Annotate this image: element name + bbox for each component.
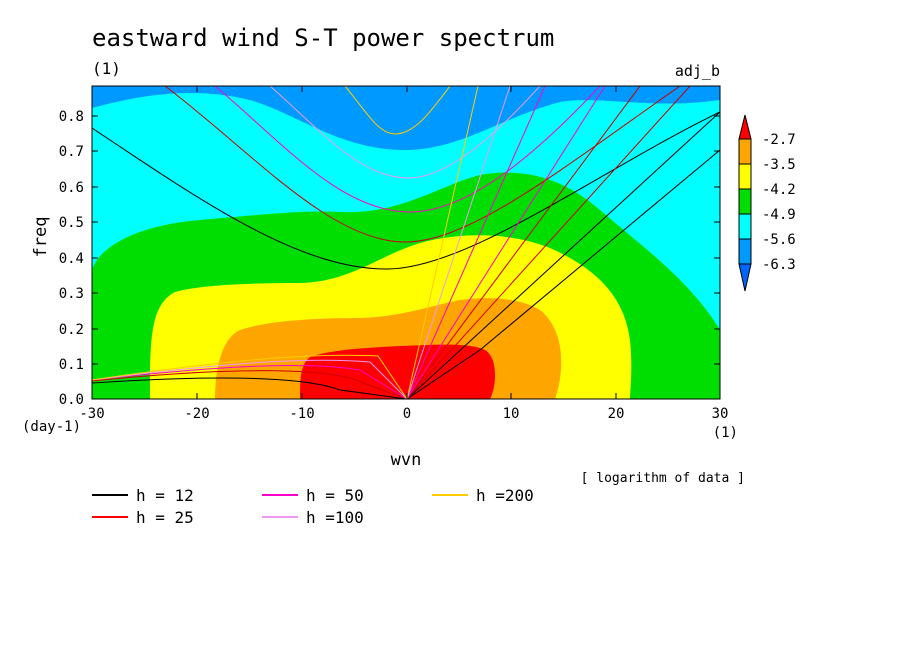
colorbar-label: -2.7 <box>762 132 796 148</box>
curve-h100-kelvin <box>406 86 511 399</box>
curve-h200-kelvin <box>406 86 479 399</box>
x-tick-label: 30 <box>712 406 729 422</box>
y-tick-label: 0.2 <box>59 322 84 338</box>
colorbar-labels: -2.7 -3.5 -4.2 -4.9 -5.6 -6.3 <box>762 132 796 273</box>
curve-h100-inertia-gravity <box>269 86 541 179</box>
plot-frame <box>91 85 721 400</box>
colorbar-label: -4.2 <box>762 182 796 198</box>
y-tick-label: 0.5 <box>59 215 84 231</box>
curve-h50-inertia-gravity <box>214 86 601 213</box>
curve-h12-inertia-gravity <box>92 111 720 270</box>
colorbar-box <box>738 213 752 240</box>
curve-h25-kelvin-2 <box>406 86 641 399</box>
chart-title: eastward wind S-T power spectrum <box>92 24 554 52</box>
contour-fill <box>92 86 720 399</box>
y-tick-label: 0.8 <box>59 109 84 125</box>
title-unit: (1) <box>92 59 121 78</box>
y-tick-label: 0.4 <box>59 251 84 267</box>
y-tick-label: 0.6 <box>59 180 84 196</box>
y-tick-label: 0.7 <box>59 144 84 160</box>
legend-label: h = 25 <box>136 508 194 527</box>
colorbar-box <box>738 138 752 165</box>
curve-h25-rossby <box>92 370 408 399</box>
curve-h12-kelvin-upper <box>406 111 720 399</box>
colorbar-top-arrow <box>738 114 752 140</box>
curve-h25-kelvin <box>406 86 691 399</box>
colorbar-label: -4.9 <box>762 207 796 223</box>
curve-h50-kelvin-2 <box>406 86 546 399</box>
curve-h25-inertia-gravity <box>164 86 681 243</box>
x-tick-label: 10 <box>503 406 520 422</box>
y-tick-label: 0.1 <box>59 357 84 373</box>
y-tick-label: 0.0 <box>59 392 84 408</box>
curve-h50-kelvin <box>406 86 606 399</box>
y-tick-label: 0.3 <box>59 286 84 302</box>
colorbar-box <box>738 238 752 265</box>
legend-label: h = 50 <box>306 486 364 505</box>
curve-h200-rossby <box>92 354 408 399</box>
x-tick-label: -30 <box>79 406 104 422</box>
dispersion-curves <box>92 86 720 399</box>
curve-h100-rossby <box>92 359 408 399</box>
curve-h200-inertia-gravity <box>344 86 451 135</box>
colorbar-label: -5.6 <box>762 232 796 248</box>
x-tick-labels: -30 -20 -10 0 10 20 30 <box>79 406 728 422</box>
colorbar-bottom-arrow <box>738 263 752 292</box>
run-tag: adj_b <box>675 62 720 80</box>
data-note: [ logarithm of data ] <box>581 471 745 486</box>
colorbar-label: -3.5 <box>762 157 796 173</box>
x-axis-title: wvn <box>391 450 422 470</box>
contour-band-2.7 <box>300 344 496 399</box>
y-axis-title: freq <box>31 217 51 258</box>
y-tick-labels: 0.0 0.1 0.2 0.3 0.4 0.5 0.6 0.7 0.8 <box>59 109 84 408</box>
y-axis-unit: (day-1) <box>22 419 81 435</box>
axis-ticks <box>92 86 720 400</box>
x-axis-unit: (1) <box>713 425 738 441</box>
legend: h = 12 h = 25 h = 50 h =100 h =200 <box>92 486 534 527</box>
x-tick-label: -10 <box>289 406 314 422</box>
legend-label: h =100 <box>306 508 364 527</box>
curve-h12-kelvin <box>406 149 720 399</box>
colorbar <box>738 114 752 292</box>
curve-h12-rossby <box>92 377 408 399</box>
x-tick-label: 0 <box>403 406 411 422</box>
legend-label: h = 12 <box>136 486 194 505</box>
x-tick-label: -20 <box>184 406 209 422</box>
colorbar-box <box>738 188 752 215</box>
colorbar-box <box>738 163 752 190</box>
curve-h50-rossby <box>92 364 408 399</box>
colorbar-label: -6.3 <box>762 257 796 273</box>
legend-label: h =200 <box>476 486 534 505</box>
x-tick-label: 20 <box>608 406 625 422</box>
